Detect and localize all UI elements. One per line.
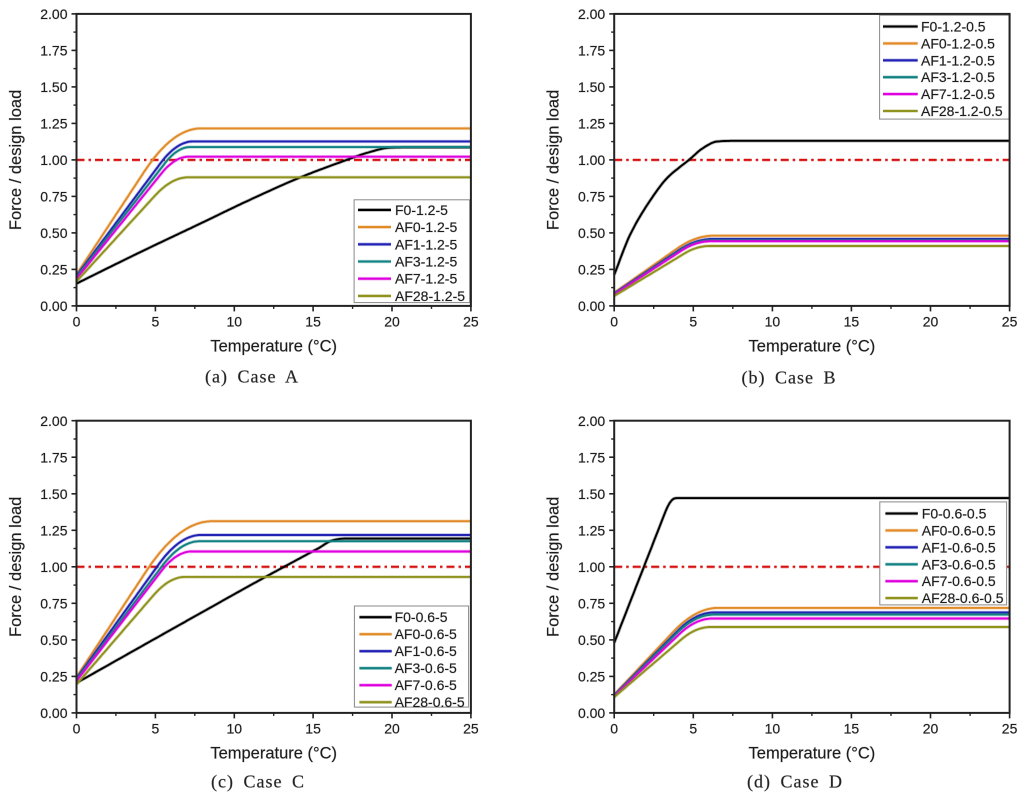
svg-text:AF0-1.2-5: AF0-1.2-5 xyxy=(395,219,457,235)
svg-text:Temperature (°C): Temperature (°C) xyxy=(210,744,337,762)
svg-text:AF3-1.2-5: AF3-1.2-5 xyxy=(395,254,457,270)
svg-text:AF7-0.6-5: AF7-0.6-5 xyxy=(395,677,457,693)
svg-text:AF28-1.2-0.5: AF28-1.2-0.5 xyxy=(921,103,1003,119)
svg-text:1.00: 1.00 xyxy=(40,152,67,168)
svg-text:0: 0 xyxy=(73,313,81,329)
svg-text:0: 0 xyxy=(73,720,81,736)
svg-text:1.75: 1.75 xyxy=(40,43,67,59)
svg-text:0: 0 xyxy=(610,313,618,329)
svg-text:Force / design load: Force / design load xyxy=(7,90,25,230)
svg-text:2.00: 2.00 xyxy=(40,6,67,22)
svg-text:0.00: 0.00 xyxy=(40,298,67,314)
svg-text:Temperature (°C): Temperature (°C) xyxy=(749,337,876,355)
svg-text:15: 15 xyxy=(844,313,860,329)
svg-text:2.00: 2.00 xyxy=(40,413,67,429)
svg-text:0.75: 0.75 xyxy=(578,596,605,612)
svg-text:AF0-1.2-0.5: AF0-1.2-0.5 xyxy=(921,35,995,51)
svg-text:AF1-1.2-0.5: AF1-1.2-0.5 xyxy=(921,52,995,68)
svg-text:1.50: 1.50 xyxy=(578,79,605,95)
svg-text:10: 10 xyxy=(227,720,243,736)
svg-text:1.75: 1.75 xyxy=(578,449,605,465)
svg-text:2.00: 2.00 xyxy=(578,413,605,429)
svg-text:1.25: 1.25 xyxy=(578,523,605,539)
svg-text:AF3-0.6-5: AF3-0.6-5 xyxy=(395,660,457,676)
svg-text:1.00: 1.00 xyxy=(40,559,67,575)
svg-text:AF1-0.6-5: AF1-0.6-5 xyxy=(395,643,457,659)
svg-text:AF1-0.6-0.5: AF1-0.6-0.5 xyxy=(922,539,996,555)
svg-text:1.00: 1.00 xyxy=(578,152,605,168)
svg-text:F0-1.2-5: F0-1.2-5 xyxy=(395,202,448,218)
svg-text:(d) Case D: (d) Case D xyxy=(747,772,843,793)
svg-text:F0-1.2-0.5: F0-1.2-0.5 xyxy=(921,19,986,35)
svg-text:15: 15 xyxy=(305,313,321,329)
svg-text:0.50: 0.50 xyxy=(578,632,605,648)
svg-text:1.50: 1.50 xyxy=(40,486,67,502)
svg-text:AF7-1.2-0.5: AF7-1.2-0.5 xyxy=(921,86,995,102)
svg-text:5: 5 xyxy=(689,313,697,329)
svg-text:0.50: 0.50 xyxy=(40,632,67,648)
svg-text:0.25: 0.25 xyxy=(578,669,605,685)
svg-text:F0-0.6-0.5: F0-0.6-0.5 xyxy=(922,506,987,522)
svg-text:0.25: 0.25 xyxy=(40,262,67,278)
svg-text:20: 20 xyxy=(923,720,939,736)
svg-text:(b) Case B: (b) Case B xyxy=(742,368,837,389)
svg-text:1.50: 1.50 xyxy=(40,79,67,95)
svg-text:F0-0.6-5: F0-0.6-5 xyxy=(395,609,448,625)
svg-text:AF0-0.6-5: AF0-0.6-5 xyxy=(395,626,457,642)
svg-text:0.00: 0.00 xyxy=(578,705,605,721)
svg-text:0.50: 0.50 xyxy=(578,225,605,241)
svg-text:5: 5 xyxy=(689,720,697,736)
svg-text:20: 20 xyxy=(384,313,400,329)
svg-text:Force / design load: Force / design load xyxy=(545,497,563,637)
svg-text:0.50: 0.50 xyxy=(40,225,67,241)
svg-text:AF0-0.6-0.5: AF0-0.6-0.5 xyxy=(922,522,996,538)
svg-text:25: 25 xyxy=(1002,313,1018,329)
svg-text:5: 5 xyxy=(152,313,160,329)
svg-text:Force / design load: Force / design load xyxy=(545,90,563,230)
svg-text:10: 10 xyxy=(227,313,243,329)
svg-text:AF28-1.2-5: AF28-1.2-5 xyxy=(395,288,465,304)
svg-text:10: 10 xyxy=(765,720,781,736)
svg-text:Temperature (°C): Temperature (°C) xyxy=(749,744,876,762)
svg-text:AF28-0.6-0.5: AF28-0.6-0.5 xyxy=(922,590,1004,606)
svg-text:1.50: 1.50 xyxy=(578,486,605,502)
svg-text:1.25: 1.25 xyxy=(40,116,67,132)
svg-text:AF7-0.6-0.5: AF7-0.6-0.5 xyxy=(922,573,996,589)
svg-text:0.00: 0.00 xyxy=(578,298,605,314)
svg-text:0.75: 0.75 xyxy=(40,596,67,612)
svg-text:15: 15 xyxy=(305,720,321,736)
svg-text:25: 25 xyxy=(463,720,479,736)
svg-text:1.75: 1.75 xyxy=(578,43,605,59)
svg-text:0: 0 xyxy=(610,720,618,736)
svg-text:Temperature (°C): Temperature (°C) xyxy=(210,337,337,355)
svg-text:2.00: 2.00 xyxy=(578,6,605,22)
svg-text:0.25: 0.25 xyxy=(578,262,605,278)
svg-text:0.75: 0.75 xyxy=(578,189,605,205)
svg-text:AF3-1.2-0.5: AF3-1.2-0.5 xyxy=(921,69,995,85)
svg-text:AF7-1.2-5: AF7-1.2-5 xyxy=(395,271,457,287)
svg-text:10: 10 xyxy=(765,313,781,329)
svg-text:5: 5 xyxy=(152,720,160,736)
svg-text:15: 15 xyxy=(844,720,860,736)
svg-text:AF3-0.6-0.5: AF3-0.6-0.5 xyxy=(922,556,996,572)
svg-text:0.25: 0.25 xyxy=(40,669,67,685)
svg-text:25: 25 xyxy=(1002,720,1018,736)
svg-text:25: 25 xyxy=(463,313,479,329)
svg-text:20: 20 xyxy=(923,313,939,329)
svg-text:AF1-1.2-5: AF1-1.2-5 xyxy=(395,236,457,252)
svg-text:(c) Case C: (c) Case C xyxy=(211,772,305,793)
svg-text:(a) Case A: (a) Case A xyxy=(205,367,299,388)
svg-text:AF28-0.6-5: AF28-0.6-5 xyxy=(395,694,465,710)
svg-text:0.75: 0.75 xyxy=(40,189,67,205)
svg-text:1.25: 1.25 xyxy=(40,523,67,539)
svg-text:20: 20 xyxy=(384,720,400,736)
svg-text:1.25: 1.25 xyxy=(578,116,605,132)
svg-text:1.00: 1.00 xyxy=(578,559,605,575)
svg-text:1.75: 1.75 xyxy=(40,449,67,465)
svg-text:Force / design load: Force / design load xyxy=(7,497,25,637)
svg-text:0.00: 0.00 xyxy=(40,705,67,721)
